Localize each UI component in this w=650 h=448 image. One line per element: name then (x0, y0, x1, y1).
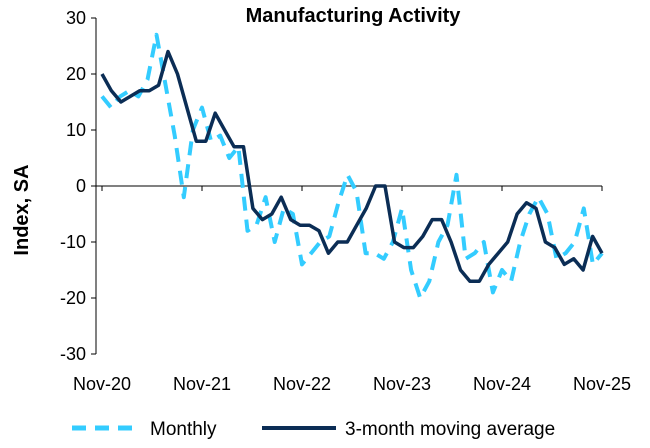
y-tick-label: -20 (60, 288, 86, 308)
legend-label-monthly: Monthly (150, 419, 217, 440)
x-tick-label: Nov-22 (273, 374, 331, 394)
x-tick-label: Nov-20 (73, 374, 131, 394)
y-tick-label: -30 (60, 344, 86, 364)
x-tick-label: Nov-25 (573, 374, 631, 394)
x-tick-label: Nov-21 (173, 374, 231, 394)
legend-label-moving-average: 3-month moving average (345, 419, 555, 440)
x-tick-label: Nov-24 (473, 374, 531, 394)
y-tick-label: 20 (66, 64, 86, 84)
y-tick-label: 0 (76, 176, 86, 196)
y-axis: -30 -20 -10 0 10 20 30 (60, 8, 97, 364)
x-axis: Nov-20 Nov-21 Nov-22 Nov-23 Nov-24 Nov-25 (73, 185, 631, 394)
y-tick-label: -10 (60, 232, 86, 252)
series-line-monthly (100, 32, 604, 300)
y-tick-label: 30 (66, 8, 86, 28)
legend: Monthly 3-month moving average (72, 419, 555, 440)
y-tick-label: 10 (66, 120, 86, 140)
chart-title: Manufacturing Activity (246, 5, 462, 27)
plot-area (100, 32, 604, 300)
y-axis-label: Index, SA (11, 164, 33, 255)
x-tick-label: Nov-23 (373, 374, 431, 394)
series-line-moving-average (100, 49, 604, 283)
